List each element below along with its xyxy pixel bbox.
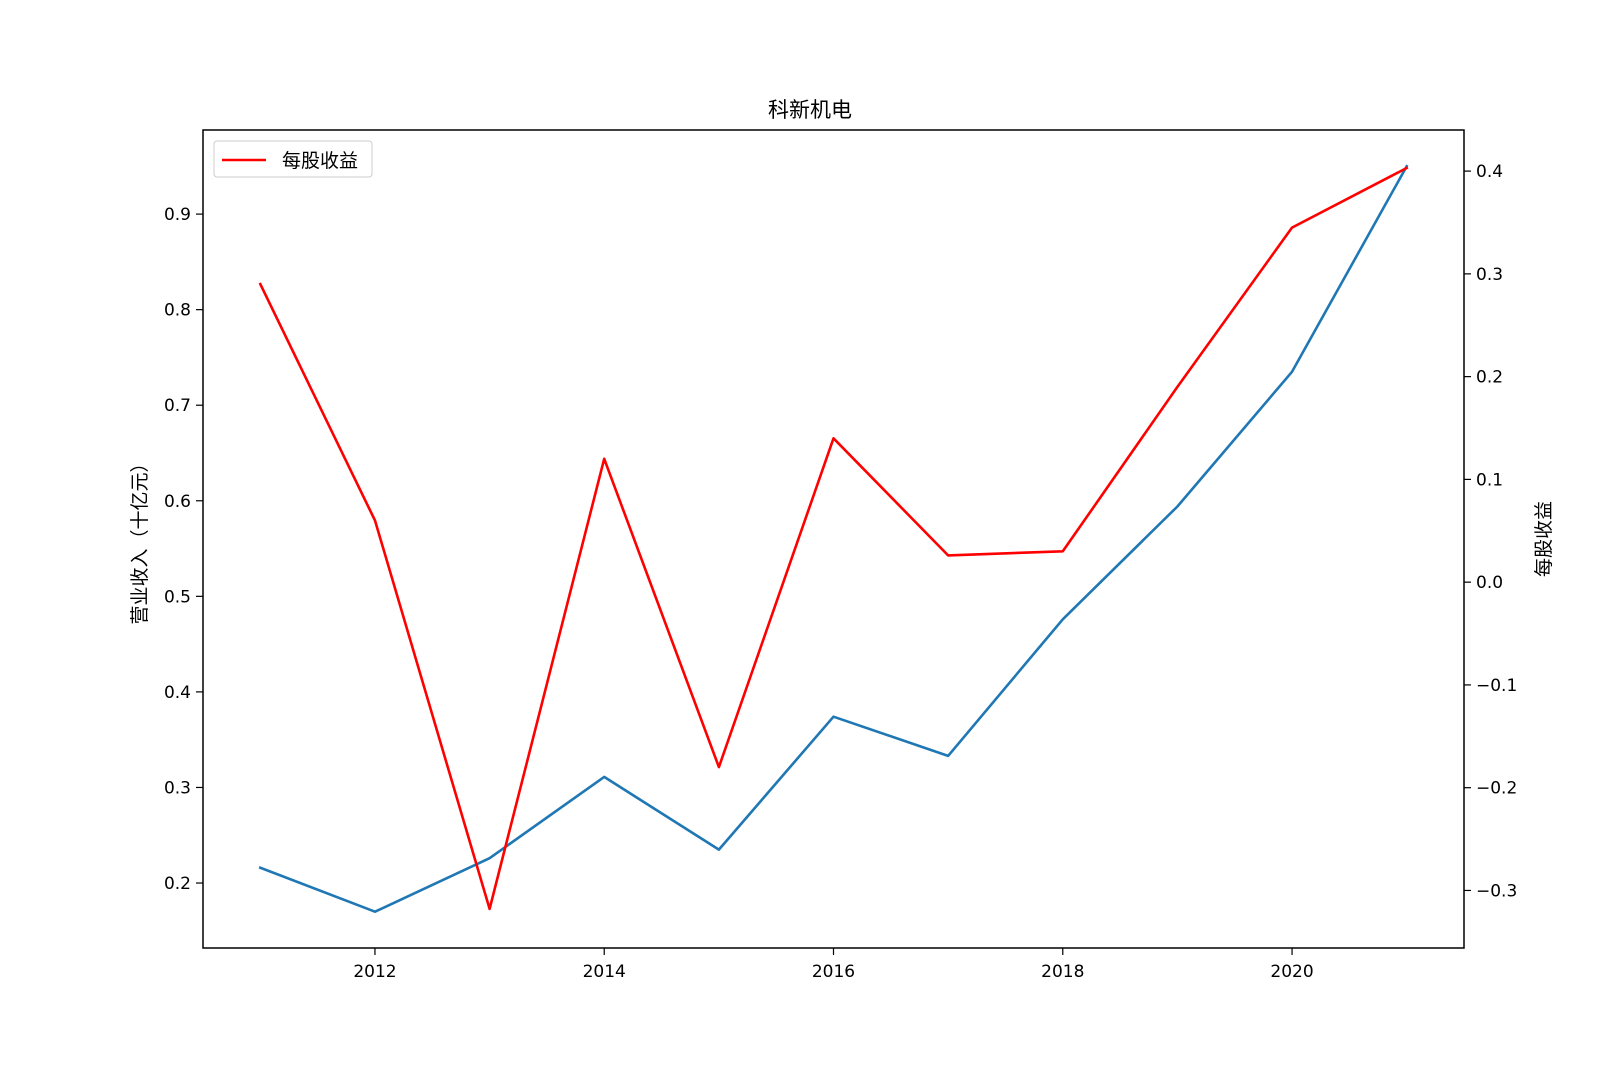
left-y-tick-label: 0.3 [164,778,191,798]
left-y-tick-label: 0.8 [164,301,191,321]
x-axis: 2012 2014 2016 2018 2020 [353,948,1314,982]
right-y-tick-label: −0.1 [1476,676,1517,696]
legend-label-eps: 每股收益 [282,150,358,172]
left-y-tick-label: 0.9 [164,205,191,225]
x-tick-label: 2016 [812,962,855,982]
left-y-axis: 0.2 0.3 0.4 0.5 0.6 0.7 0.8 0.9 [164,205,203,894]
x-tick-label: 2020 [1270,962,1313,982]
right-y-tick-label: 0.2 [1476,368,1503,388]
x-tick-label: 2014 [583,962,626,982]
right-y-tick-label: 0.3 [1476,265,1503,285]
right-y-tick-label: −0.2 [1476,779,1517,799]
legend-box [213,140,373,178]
right-y-axis: −0.3 −0.2 −0.1 0.0 0.1 0.2 0.3 0.4 [1464,162,1517,901]
right-axis-label: 每股收益 [1533,501,1555,577]
legend: 每股收益 [213,140,373,178]
series-layer [258,164,1409,914]
series-line-revenue [258,164,1409,914]
left-y-tick-label: 0.2 [164,874,191,894]
left-y-tick-label: 0.7 [164,396,191,416]
right-y-tick-label: 0.4 [1476,162,1503,182]
left-y-tick-label: 0.6 [164,492,191,512]
left-y-tick-label: 0.4 [164,683,191,703]
right-y-tick-label: 0.1 [1476,470,1503,490]
left-y-tick-label: 0.5 [164,587,191,607]
left-axis-label: 营业收入（十亿元） [129,453,151,624]
x-tick-label: 2012 [353,962,396,982]
right-y-tick-label: −0.3 [1476,881,1517,901]
right-y-tick-label: 0.0 [1476,573,1503,593]
x-tick-label: 2018 [1041,962,1084,982]
series-line-eps [258,166,1409,911]
chart-title: 科新机电 [768,98,852,122]
